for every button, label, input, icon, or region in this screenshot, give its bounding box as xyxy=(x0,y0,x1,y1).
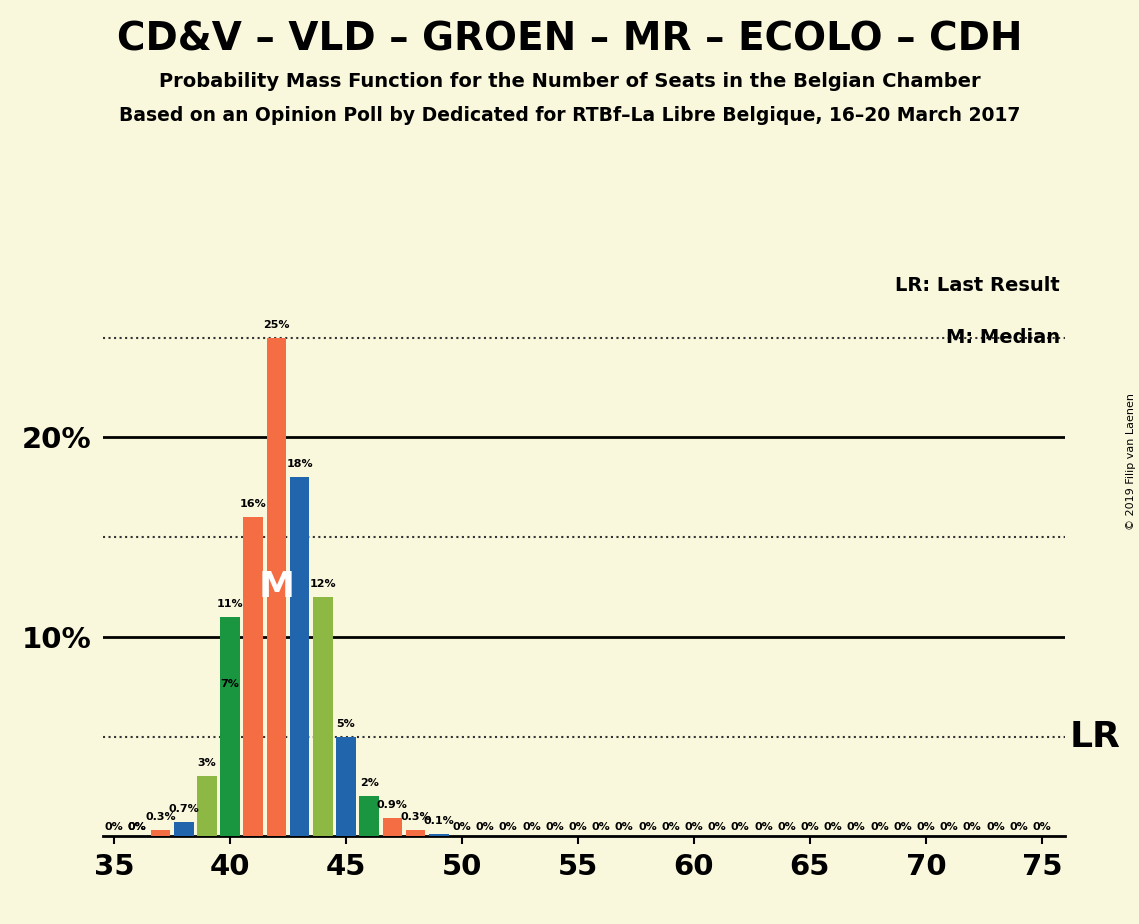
Text: 0%: 0% xyxy=(986,822,1005,833)
Text: 25%: 25% xyxy=(263,320,289,330)
Text: 0%: 0% xyxy=(847,822,866,833)
Text: 0%: 0% xyxy=(917,822,935,833)
Text: 0%: 0% xyxy=(823,822,843,833)
Text: 2%: 2% xyxy=(360,778,378,788)
Text: 0%: 0% xyxy=(1032,822,1051,833)
Bar xyxy=(150,831,171,836)
Text: 0%: 0% xyxy=(128,822,147,833)
Text: 0.7%: 0.7% xyxy=(169,804,199,814)
Bar xyxy=(383,819,402,836)
Text: 0%: 0% xyxy=(707,822,727,833)
Text: 0%: 0% xyxy=(962,822,982,833)
Text: 0%: 0% xyxy=(128,822,147,833)
Text: LR: LR xyxy=(1070,720,1121,754)
Text: 0%: 0% xyxy=(592,822,611,833)
Text: 0.9%: 0.9% xyxy=(377,800,408,810)
Text: 0%: 0% xyxy=(546,822,564,833)
Text: 0%: 0% xyxy=(731,822,749,833)
Text: © 2019 Filip van Laenen: © 2019 Filip van Laenen xyxy=(1126,394,1136,530)
Text: 0%: 0% xyxy=(893,822,912,833)
Bar xyxy=(174,822,194,836)
Bar xyxy=(336,736,355,836)
Text: 0%: 0% xyxy=(754,822,773,833)
Bar xyxy=(220,697,240,836)
Text: 0%: 0% xyxy=(940,822,958,833)
Text: 0%: 0% xyxy=(638,822,657,833)
Text: 11%: 11% xyxy=(216,599,244,609)
Text: CD&V – VLD – GROEN – MR – ECOLO – CDH: CD&V – VLD – GROEN – MR – ECOLO – CDH xyxy=(117,20,1022,58)
Text: 0%: 0% xyxy=(801,822,819,833)
Text: 0%: 0% xyxy=(1009,822,1029,833)
Text: 7%: 7% xyxy=(221,678,239,688)
Bar xyxy=(267,338,286,836)
Text: 0.3%: 0.3% xyxy=(400,812,431,822)
Text: Based on an Opinion Poll by Dedicated for RTBf–La Libre Belgique, 16–20 March 20: Based on an Opinion Poll by Dedicated fo… xyxy=(118,106,1021,126)
Text: 0%: 0% xyxy=(685,822,703,833)
Text: 0%: 0% xyxy=(568,822,588,833)
Text: 0%: 0% xyxy=(777,822,796,833)
Text: 0%: 0% xyxy=(870,822,888,833)
Bar xyxy=(197,776,216,836)
Bar xyxy=(405,831,426,836)
Text: M: M xyxy=(259,570,295,604)
Text: 0%: 0% xyxy=(615,822,633,833)
Text: 18%: 18% xyxy=(286,459,313,469)
Bar xyxy=(289,478,310,836)
Bar xyxy=(360,796,379,836)
Text: 0%: 0% xyxy=(452,822,472,833)
Text: 0.3%: 0.3% xyxy=(145,812,175,822)
Text: LR: Last Result: LR: Last Result xyxy=(895,276,1060,296)
Bar xyxy=(220,617,240,836)
Text: 0%: 0% xyxy=(662,822,680,833)
Bar xyxy=(313,597,333,836)
Bar xyxy=(244,517,263,836)
Text: M: Median: M: Median xyxy=(947,328,1060,346)
Text: 5%: 5% xyxy=(337,719,355,728)
Text: 0%: 0% xyxy=(499,822,518,833)
Text: 0.1%: 0.1% xyxy=(424,816,454,826)
Text: 12%: 12% xyxy=(310,579,336,589)
Text: Probability Mass Function for the Number of Seats in the Belgian Chamber: Probability Mass Function for the Number… xyxy=(158,72,981,91)
Text: 3%: 3% xyxy=(197,759,216,769)
Text: 16%: 16% xyxy=(240,499,267,509)
Bar xyxy=(429,834,449,836)
Text: 0%: 0% xyxy=(522,822,541,833)
Text: 0%: 0% xyxy=(105,822,123,833)
Text: 0%: 0% xyxy=(476,822,494,833)
